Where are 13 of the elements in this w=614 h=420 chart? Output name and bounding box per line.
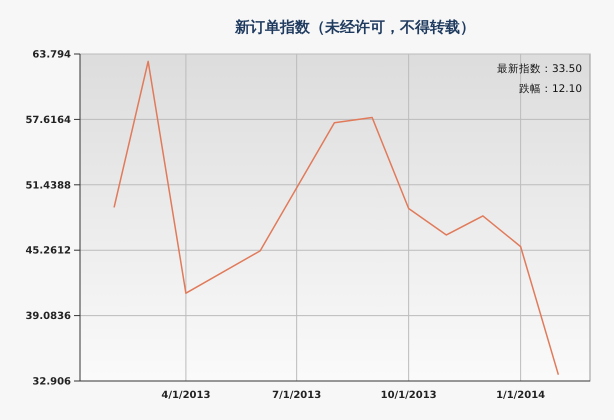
x-tick-label: 1/1/2014 [496,390,546,401]
y-tick-label: 32.906 [32,376,72,388]
y-tick-label: 45.2612 [25,246,72,257]
y-tick-label: 57.6164 [25,114,72,126]
y-tick-label: 63.794 [32,50,72,60]
y-tick-label: 51.4388 [25,180,72,192]
x-tick-label: 7/1/2013 [272,390,322,401]
annotation: 跌幅：12.10 [518,83,582,95]
y-tick-label: 39.0836 [25,311,72,322]
x-tick-label: 4/1/2013 [161,390,210,401]
chart-title: 新订单指数（未经许可，不得转载） [234,18,475,36]
x-tick-label: 10/1/2013 [380,390,437,401]
annotation: 最新指数：33.50 [496,62,582,75]
